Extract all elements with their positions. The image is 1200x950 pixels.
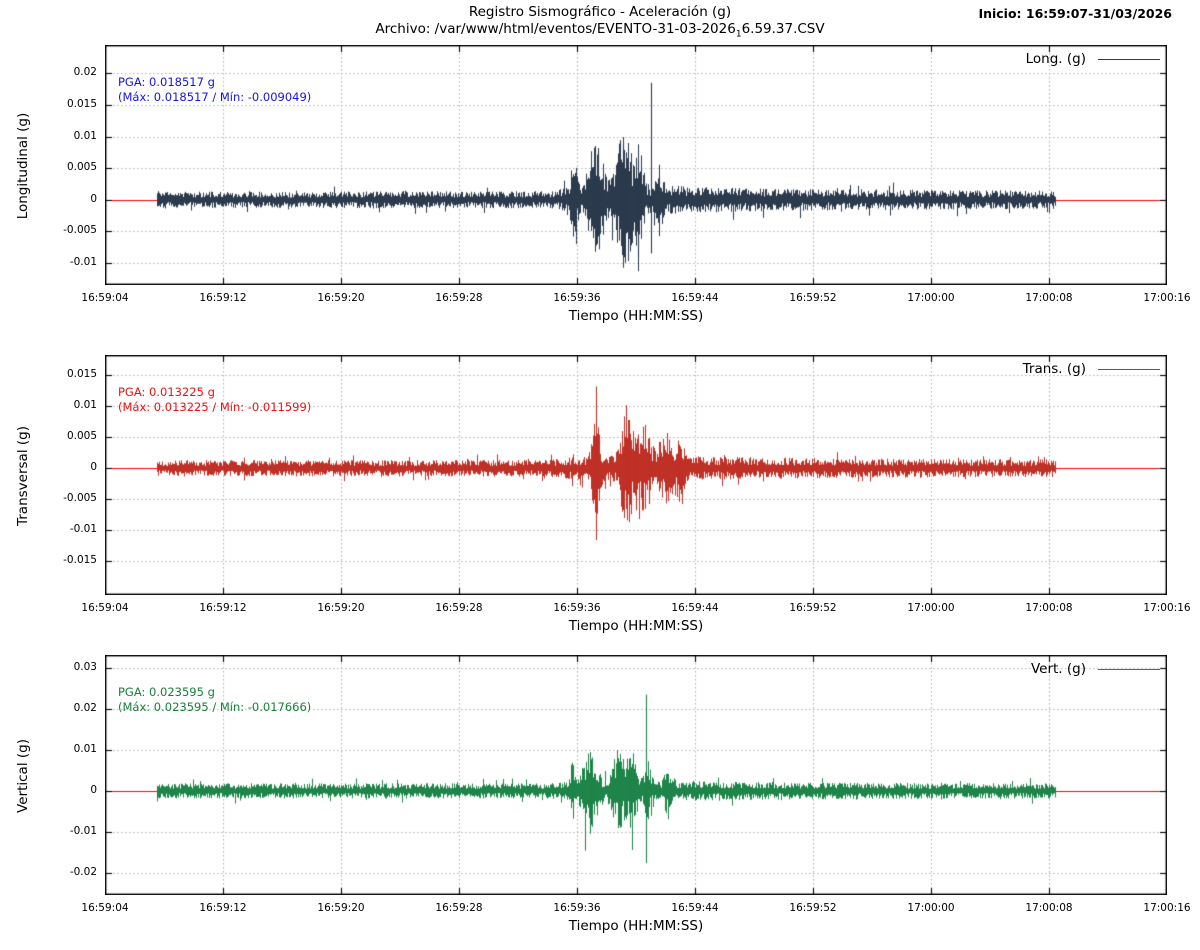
legend-label-longitudinal: Long. (g) <box>1025 51 1086 67</box>
y-tick-label: 0.01 <box>73 399 97 412</box>
y-tick-label: -0.02 <box>69 865 97 878</box>
waveform-canvas-longitudinal <box>105 45 1167 285</box>
y-tick-label: 0 <box>90 461 97 474</box>
maxmin-value-longitudinal: (Máx: 0.018517 / Mín: -0.009049) <box>118 89 312 104</box>
x-tick-label: 16:59:04 <box>81 602 129 614</box>
legend-label-transversal: Trans. (g) <box>1022 361 1086 377</box>
x-tick-label: 16:59:52 <box>789 602 837 614</box>
y-axis-title-longitudinal: Longitudinal (g) <box>15 112 31 220</box>
legend-label-vertical: Vert. (g) <box>1030 661 1086 677</box>
file-path-prefix: Archivo: /var/www/html/eventos/EVENTO-31… <box>375 21 736 37</box>
y-axis-title-transversal: Transversal (g) <box>15 426 31 526</box>
y-tick-label: -0.01 <box>69 523 97 536</box>
waveform-canvas-vertical <box>105 655 1167 895</box>
y-tick-label: -0.015 <box>63 553 97 566</box>
y-tick-label: -0.01 <box>69 255 97 268</box>
x-tick-label: 17:00:16 <box>1143 292 1191 304</box>
x-tick-label: 16:59:20 <box>317 292 365 304</box>
x-tick-label: 16:59:04 <box>81 292 129 304</box>
y-tick-label: 0.015 <box>66 368 97 381</box>
pga-value-vertical: PGA: 0.023595 g <box>118 685 215 699</box>
start-time-label: Inicio: 16:59:07-31/03/2026 <box>978 6 1172 21</box>
x-tick-label: 17:00:16 <box>1143 902 1191 914</box>
x-tick-label: 16:59:12 <box>199 602 247 614</box>
legend-transversal: Trans. (g) <box>1023 361 1160 377</box>
x-tick-label: 17:00:08 <box>1025 292 1073 304</box>
y-tick-label: 0.02 <box>73 702 97 715</box>
x-axis-title-transversal: Tiempo (HH:MM:SS) <box>568 618 704 634</box>
x-tick-label: 16:59:36 <box>553 902 601 914</box>
x-axis-title-vertical: Tiempo (HH:MM:SS) <box>568 918 704 934</box>
x-tick-label: 17:00:00 <box>907 602 955 614</box>
y-tick-label: 0.005 <box>66 430 97 443</box>
chart-title: Registro Sismográfico - Aceleración (g) <box>468 4 732 20</box>
y-tick-label: 0.01 <box>73 743 97 756</box>
legend-line-sample-vertical <box>1098 668 1160 670</box>
x-tick-label: 16:59:36 <box>553 602 601 614</box>
waveform-canvas-transversal <box>105 355 1167 595</box>
plot-transversal: Transversal (g) Trans. (g) PGA: 0.013225… <box>0 355 1200 665</box>
legend-longitudinal: Long. (g) <box>1026 51 1160 67</box>
y-tick-label: -0.01 <box>69 824 97 837</box>
plot-longitudinal: Longitudinal (g) Long. (g) PGA: 0.018517… <box>0 45 1200 355</box>
y-tick-label: 0 <box>90 192 97 205</box>
x-tick-label: 17:00:08 <box>1025 602 1073 614</box>
maxmin-value-vertical: (Máx: 0.023595 / Mín: -0.017666) <box>118 699 312 714</box>
plot-vertical: Vertical (g) Vert. (g) PGA: 0.023595 g (… <box>0 655 1200 950</box>
x-axis-title-longitudinal: Tiempo (HH:MM:SS) <box>568 308 704 324</box>
chart-header: Registro Sismográfico - Aceleración (g) … <box>0 4 1200 44</box>
legend-line-sample-transversal <box>1098 368 1160 370</box>
x-tick-label: 16:59:52 <box>789 902 837 914</box>
x-tick-label: 16:59:44 <box>671 292 719 304</box>
y-tick-label: -0.005 <box>63 492 97 505</box>
chart-subtitle-file: Archivo: /var/www/html/eventos/EVENTO-31… <box>0 21 1200 44</box>
y-tick-label: 0.015 <box>66 98 97 110</box>
y-tick-label: 0 <box>90 783 97 796</box>
legend-line-sample-longitudinal <box>1098 58 1160 60</box>
x-tick-label: 17:00:00 <box>907 902 955 914</box>
x-tick-label: 16:59:20 <box>317 902 365 914</box>
y-tick-label: 0.005 <box>66 161 97 174</box>
pga-annotation-longitudinal: PGA: 0.018517 g (Máx: 0.018517 / Mín: -0… <box>118 75 311 104</box>
x-tick-label: 16:59:04 <box>81 902 129 914</box>
pga-value-longitudinal: PGA: 0.018517 g <box>118 75 215 89</box>
x-tick-label: 16:59:52 <box>789 292 837 304</box>
y-tick-label: -0.005 <box>63 224 97 237</box>
pga-annotation-vertical: PGA: 0.023595 g (Máx: 0.023595 / Mín: -0… <box>118 685 311 714</box>
x-tick-label: 17:00:16 <box>1143 602 1191 614</box>
y-axis-title-vertical: Vertical (g) <box>15 739 31 813</box>
x-tick-label: 17:00:08 <box>1025 902 1073 914</box>
legend-vertical: Vert. (g) <box>1031 661 1160 677</box>
x-tick-label: 16:59:12 <box>199 292 247 304</box>
x-tick-label: 16:59:44 <box>671 602 719 614</box>
pga-annotation-transversal: PGA: 0.013225 g (Máx: 0.013225 / Mín: -0… <box>118 385 311 414</box>
y-tick-label: 0.03 <box>73 661 97 674</box>
x-tick-label: 16:59:28 <box>435 602 483 614</box>
file-path-subscript: 1 <box>735 29 742 40</box>
y-tick-label: 0.02 <box>73 66 97 79</box>
x-tick-label: 16:59:44 <box>671 902 719 914</box>
pga-value-transversal: PGA: 0.013225 g <box>118 385 215 399</box>
x-tick-label: 16:59:28 <box>435 292 483 304</box>
file-path-suffix: 6.59.37.CSV <box>741 21 825 37</box>
x-tick-label: 16:59:12 <box>199 902 247 914</box>
x-tick-label: 16:59:36 <box>553 292 601 304</box>
x-tick-label: 16:59:28 <box>435 902 483 914</box>
x-tick-label: 16:59:20 <box>317 602 365 614</box>
y-tick-label: 0.01 <box>73 129 97 142</box>
maxmin-value-transversal: (Máx: 0.013225 / Mín: -0.011599) <box>118 399 312 414</box>
x-tick-label: 17:00:00 <box>907 292 955 304</box>
